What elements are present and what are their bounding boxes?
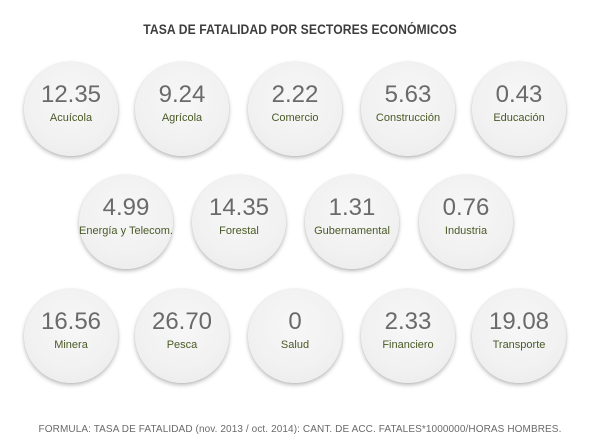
sector-bubble: 19.08 Transporte [472,289,566,383]
sector-label: Construcción [375,112,441,124]
sector-value: 12.35 [40,81,102,108]
sector-bubble: 0.43 Educación [472,62,566,156]
sector-value: 2.22 [271,81,319,108]
formula-footnote: FORMULA: TASA DE FATALIDAD (nov. 2013 / … [38,424,562,435]
sector-value: 0.76 [442,194,490,221]
sector-bubble: 16.56 Minera [24,289,118,383]
sector-bubble: 1.31 Gubernamental [305,175,399,269]
sector-label: Industria [444,225,488,237]
sector-bubble: 2.22 Comercio [248,62,342,156]
chart-title: TASA DE FATALIDAD POR SECTORES ECONÓMICO… [143,22,457,37]
sector-bubble: 2.33 Financiero [361,289,455,383]
sector-value: 1.31 [328,194,376,221]
sector-value: 4.99 [102,194,150,221]
sector-bubble: 5.63 Construcción [361,62,455,156]
sector-label: Energía y Telecom. [79,225,173,237]
sector-bubble: 26.70 Pesca [135,289,229,383]
sector-bubble: 0.76 Industria [419,175,513,269]
sector-label: Educación [493,112,545,124]
sector-bubble: 14.35 Forestal [192,175,286,269]
sector-bubble: 0 Salud [248,289,342,383]
sector-value: 16.56 [40,308,102,335]
sector-bubble: 9.24 Agrícola [135,62,229,156]
sector-label: Pesca [166,339,198,351]
sector-value: 14.35 [208,194,270,221]
sector-value: 26.70 [151,308,213,335]
sector-label: Forestal [219,225,259,237]
sector-label: Agrícola [161,112,203,124]
sector-label: Transporte [492,339,546,351]
sector-bubble: 4.99 Energía y Telecom. [79,175,173,269]
sector-value: 19.08 [488,308,550,335]
sector-label: Gubernamental [314,225,390,237]
sector-value: 0 [288,308,302,335]
sector-label: Salud [280,339,310,351]
sector-value: 2.33 [384,308,432,335]
sector-label: Acuícola [49,112,93,124]
sector-value: 9.24 [158,81,206,108]
sector-label: Minera [54,339,88,351]
sector-value: 0.43 [495,81,543,108]
sector-label: Comercio [271,112,319,124]
sector-value: 5.63 [384,81,432,108]
sector-label: Financiero [382,339,434,351]
sector-bubble: 12.35 Acuícola [24,62,118,156]
